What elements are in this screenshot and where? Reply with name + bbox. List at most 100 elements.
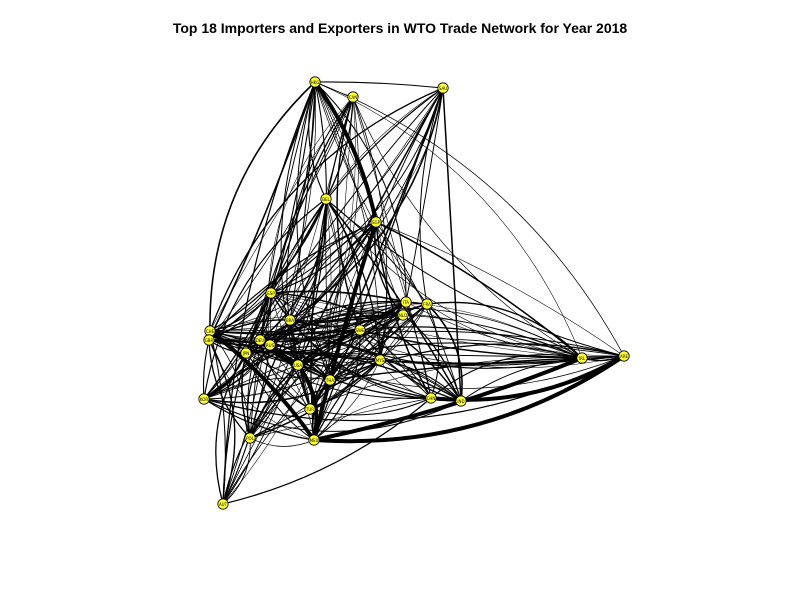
trade-edge-can-che	[209, 96, 354, 332]
node-circle	[309, 76, 321, 88]
trade-edge-can-jpn	[245, 96, 354, 354]
trade-edge-nld-rus	[269, 312, 404, 346]
trade-edge-jpn-tur	[245, 352, 311, 410]
trade-edge-ind-swe	[359, 329, 462, 402]
trade-edge-gbr-kor	[202, 339, 210, 400]
trade-edge-mex-irl	[313, 356, 583, 442]
node-circle	[354, 324, 366, 336]
node-circle	[264, 339, 276, 351]
trade-edge-chn-tur	[309, 397, 432, 416]
trade-edge-hkg-che	[209, 81, 316, 332]
node-label: IRL	[579, 356, 586, 361]
trade-edge-hkg-fra	[314, 81, 428, 305]
trade-edge-hkg-rus	[269, 81, 317, 346]
node-rus: RUS	[264, 339, 276, 351]
trade-edge-mex-swe	[313, 329, 361, 441]
node-label: IND	[457, 399, 464, 404]
node-label: CHN	[427, 396, 436, 401]
node-label: NLD	[399, 313, 407, 318]
trade-edge-sgp-irl	[375, 221, 583, 359]
node-fra: FRA	[421, 298, 433, 310]
trade-edge-chn-mys	[379, 359, 432, 399]
trade-edge-pol-aut	[222, 437, 251, 505]
trade-edge-usa-aut	[222, 364, 299, 505]
trade-edge-nld-pol	[249, 314, 404, 439]
trade-edge-gbr-bra	[208, 319, 291, 341]
node-gbr: GBR	[203, 334, 215, 346]
trade-edge-sau-fra	[419, 87, 444, 305]
node-circle	[576, 352, 588, 364]
node-circle	[254, 334, 266, 346]
trade-edge-hkg-sau	[314, 81, 444, 89]
trade-edge-irl-swe	[359, 326, 583, 359]
trade-edge-sgp-mys	[375, 221, 388, 361]
trade-edge-can-irl	[352, 96, 583, 359]
trade-edge-bra-mys	[289, 319, 381, 361]
trade-edge-bel-are	[325, 198, 625, 357]
trade-edge-ita-chn	[405, 301, 432, 399]
trade-edge-irl-mys	[379, 357, 583, 367]
node-circle	[308, 434, 320, 446]
node-tha: THA	[324, 374, 336, 386]
trade-edge-tur-swe	[309, 329, 361, 410]
trade-edge-pol-swe	[249, 329, 361, 439]
node-bel: BEL	[320, 193, 332, 205]
node-label: ARE	[620, 354, 629, 359]
edges-layer	[202, 80, 626, 505]
trade-edge-pol-mys	[249, 359, 381, 439]
trade-edge-bra-tha	[289, 319, 331, 381]
node-sau: SAU	[437, 82, 449, 94]
trade-edge-gbr-aut	[208, 339, 236, 505]
node-label: SWE	[355, 328, 364, 333]
node-label: THA	[325, 378, 334, 383]
trade-edge-hkg-bra	[289, 81, 316, 321]
node-label: HKG	[311, 80, 320, 85]
trade-edge-jpn-ind	[245, 350, 462, 402]
trade-edge-deu-ind	[259, 338, 462, 402]
trade-edge-chn-mex	[313, 397, 432, 441]
node-mex: MEX	[308, 434, 320, 446]
node-circle	[400, 296, 412, 308]
node-usa: USA	[292, 359, 304, 371]
node-can: CAN	[347, 91, 359, 103]
node-label: BRA	[286, 318, 294, 323]
node-sgp: SGP	[370, 216, 382, 228]
trade-edge-esp-aut	[222, 292, 272, 505]
node-kor: KOR	[198, 393, 210, 405]
trade-edge-che-swe	[209, 329, 361, 336]
trade-edge-esp-ita	[270, 290, 407, 303]
node-label: TUR	[305, 407, 314, 412]
trade-edge-jpn-chn	[245, 352, 432, 399]
trade-edge-jpn-are	[245, 330, 625, 357]
node-label: ESP	[267, 291, 275, 296]
trade-edge-fra-mex	[313, 303, 428, 441]
chart-title: Top 18 Importers and Exporters in WTO Tr…	[172, 20, 628, 36]
node-circle	[437, 82, 449, 94]
node-label: CAN	[349, 95, 358, 100]
node-label: POL	[246, 436, 255, 441]
trade-edge-deu-are	[259, 336, 625, 357]
node-aut: AUT	[217, 498, 229, 510]
trade-edge-esp-are	[270, 292, 625, 369]
trade-edge-sgp-tha	[328, 221, 377, 381]
node-hkg: HKG	[309, 76, 321, 88]
node-label: JPN	[242, 351, 250, 356]
trade-edge-are-tha	[329, 343, 625, 381]
trade-edge-rus-chn	[269, 344, 432, 399]
trade-edge-pol-bra	[249, 319, 291, 439]
node-circle	[203, 334, 215, 346]
trade-edge-nld-ind	[402, 314, 462, 402]
node-are: ARE	[618, 350, 630, 362]
trade-edge-hkg-irl	[314, 81, 583, 359]
trade-edge-jpn-kor	[203, 352, 247, 400]
trade-edge-ita-usa	[297, 301, 407, 366]
trade-edge-can-chn	[352, 96, 432, 399]
trade-edge-sau-sgp	[375, 87, 444, 223]
trade-edge-gbr-pol	[208, 339, 251, 439]
node-deu: DEU	[254, 334, 266, 346]
trade-edge-mex-mys	[313, 359, 381, 441]
trade-edge-deu-swe	[259, 329, 361, 341]
node-nld: NLD	[397, 309, 409, 321]
node-circle	[292, 359, 304, 371]
trade-edge-bel-aut	[222, 198, 327, 505]
